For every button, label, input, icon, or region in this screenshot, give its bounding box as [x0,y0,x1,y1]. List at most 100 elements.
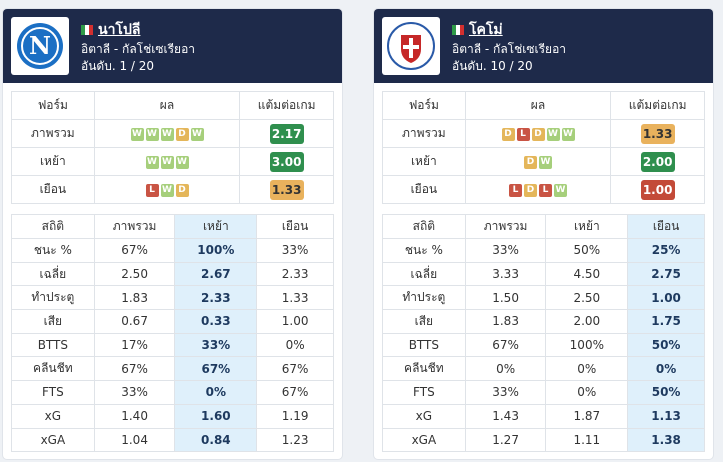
stat-label: เฉลี่ย [11,261,95,287]
stat-value: 17% [93,332,176,358]
form-badge[interactable]: D [531,127,545,141]
form-badge[interactable]: W [160,127,174,141]
form-badge[interactable]: L [516,127,530,141]
league-name: อิตาลี - กัลโช่เซเรียอา [81,42,196,56]
stat-value: 0% [627,356,705,382]
stats-table: สถิติ ภาพรวม เหย้า เยือน ชนะ % 33% 50% 25% เ… [382,214,705,453]
form-badge[interactable]: L [509,183,522,197]
form-row: เหย้า D W 2.00 [382,147,705,176]
ppg-badge: 3.00 [269,151,304,172]
stat-value: 50% [627,332,705,358]
form-badge[interactable]: D [524,155,537,169]
team-card-como: โคโม่ อิตาลี - กัลโช่เซเรียอา อันดับ. 10… [374,9,713,459]
stat-value: 33% [256,238,334,263]
stat-value: 0% [545,380,629,405]
stat-value: 2.50 [545,285,629,311]
form-badge[interactable]: W [190,127,204,141]
stats-row: FTS 33% 0% 50% [382,380,705,405]
stat-value: 2.33 [174,285,258,311]
form-badge[interactable]: W [561,127,575,141]
napoli-crest-icon[interactable]: N [11,17,69,75]
team-name-link[interactable]: โคโม่ [469,22,503,38]
form-badge[interactable]: D [175,127,189,141]
stats-row: คลีนชีท 0% 0% 0% [382,356,705,382]
ppg-cell: 2.17 [239,119,334,148]
form-table: ฟอร์ม ผล แต้มต่อเกม ภาพรวม W W W D W 2.17 เหย้า… [11,91,334,204]
form-row: ภาพรวม D L D W W 1.33 [382,119,705,148]
form-badge[interactable]: W [130,127,144,141]
stats-header-label: สถิติ [382,214,466,239]
ppg-cell: 1.00 [610,175,705,204]
ppg-badge: 2.17 [269,123,304,144]
stats-header-label: สถิติ [11,214,95,239]
stats-row: เสีย 1.83 2.00 1.75 [382,309,705,334]
stat-label: คลีนชีท [11,356,95,382]
form-badge[interactable]: D [175,183,189,197]
stat-value: 3.33 [464,261,547,287]
stat-value: 0% [174,380,258,405]
ppg-cell: 3.00 [239,147,334,176]
form-badge[interactable]: W [160,183,174,197]
form-row: ภาพรวม W W W D W 2.17 [11,119,334,148]
result-header: ผล [464,91,612,120]
stats-row: เฉลี่ย 3.33 4.50 2.75 [382,261,705,287]
ppg-badge: 1.33 [640,123,675,144]
stat-label: xG [11,403,95,429]
stat-value: 0% [464,356,547,382]
form-badge[interactable]: D [524,183,537,197]
stat-value: 0.84 [174,427,258,453]
league-name: อิตาลี - กัลโช่เซเรียอา [452,42,567,56]
stat-value: 50% [545,238,629,263]
team-name-link[interactable]: นาโปลี [98,22,141,38]
stat-value: 1.00 [627,285,705,311]
stat-value: 67% [464,332,547,358]
stat-label: ชนะ % [382,238,466,263]
league-rank: อันดับ. 1 / 20 [81,59,155,73]
ppg-header: แต้มต่อเกม [239,91,334,120]
stat-value: 1.40 [93,403,176,429]
stat-value: 2.00 [545,309,629,334]
form-badge[interactable]: W [546,127,560,141]
form-badge[interactable]: W [175,155,189,169]
result-header: ผล [93,91,241,120]
italy-flag-icon [81,25,93,35]
stats-header-away: เยือน [256,214,334,239]
ppg-cell: 1.33 [239,175,334,204]
form-badge[interactable]: L [539,183,552,197]
stats-row: ชนะ % 33% 50% 25% [382,238,705,263]
stat-value: 0% [256,332,334,358]
stat-label: xG [382,403,466,429]
stat-label: BTTS [11,332,95,358]
team-header: โคโม่ อิตาลี - กัลโช่เซเรียอา อันดับ. 10… [374,9,713,83]
form-badge[interactable]: W [160,155,174,169]
stat-value: 25% [627,238,705,263]
form-badge[interactable]: L [145,183,159,197]
stat-value: 1.27 [464,427,547,453]
form-badge[interactable]: W [554,183,567,197]
stats-header-home: เหย้า [174,214,258,239]
form-header: ฟอร์ม [11,91,95,120]
form-badge[interactable]: W [145,127,159,141]
stat-label: xGA [11,427,95,453]
form-badge[interactable]: W [539,155,552,169]
svg-text:N: N [29,31,51,60]
stat-value: 33% [464,238,547,263]
form-row-label: เหย้า [382,147,466,176]
stat-label: เฉลี่ย [382,261,466,287]
stat-value: 33% [93,380,176,405]
stat-value: 2.75 [627,261,705,287]
stats-row: BTTS 67% 100% 50% [382,332,705,358]
form-badge[interactable]: W [145,155,159,169]
form-row-label: เยือน [11,175,95,204]
stat-value: 67% [256,380,334,405]
stats-row: คลีนชีท 67% 67% 67% [11,356,334,382]
form-badge[interactable]: D [501,127,515,141]
stat-value: 1.11 [545,427,629,453]
form-row: เยือน L D L W 1.00 [382,175,705,204]
stat-value: 100% [545,332,629,358]
stats-row: เฉลี่ย 2.50 2.67 2.33 [11,261,334,287]
como-crest-icon[interactable] [382,17,440,75]
